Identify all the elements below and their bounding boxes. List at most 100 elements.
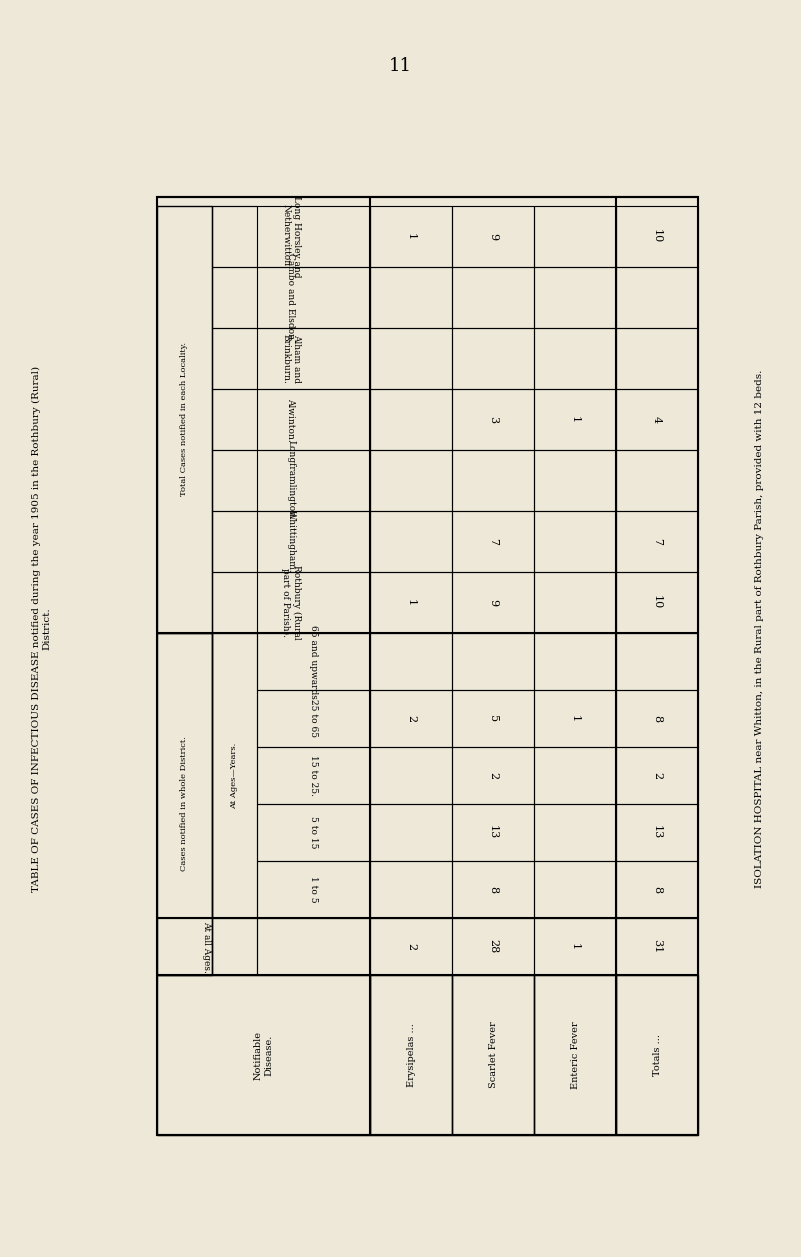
Bar <box>212 206 257 634</box>
Text: At all Ages.: At all Ages. <box>203 920 211 973</box>
Bar <box>534 572 616 634</box>
Bar <box>616 206 698 266</box>
Text: 2: 2 <box>406 715 416 722</box>
Bar <box>370 572 452 634</box>
Text: 1: 1 <box>570 943 580 950</box>
Text: 15 to 25.: 15 to 25. <box>309 755 318 796</box>
Text: Whittingham.: Whittingham. <box>287 510 296 573</box>
Text: 28: 28 <box>488 939 498 954</box>
Bar <box>370 388 452 450</box>
Bar <box>616 918 698 975</box>
Bar <box>157 918 257 975</box>
Text: 31: 31 <box>652 939 662 954</box>
Text: Scarlet Fever: Scarlet Fever <box>489 1022 497 1089</box>
Bar <box>452 450 534 512</box>
Bar <box>616 634 698 690</box>
Bar <box>616 328 698 388</box>
Bar <box>370 861 452 918</box>
Bar <box>452 328 534 388</box>
Bar <box>452 804 534 861</box>
Bar <box>370 512 452 572</box>
Text: 65 and upwards: 65 and upwards <box>309 625 318 699</box>
Bar <box>370 206 452 266</box>
Text: 2: 2 <box>652 772 662 779</box>
Text: 5: 5 <box>488 715 498 722</box>
Text: At Ages—Years.: At Ages—Years. <box>231 743 239 808</box>
Bar <box>616 450 698 512</box>
Text: 10: 10 <box>652 596 662 610</box>
Bar <box>534 804 616 861</box>
Text: Totals ...: Totals ... <box>653 1035 662 1076</box>
Text: 1: 1 <box>406 233 416 240</box>
Bar <box>534 450 616 512</box>
Text: Rothbury (Rural
part of Parish).: Rothbury (Rural part of Parish). <box>281 566 301 640</box>
Bar <box>534 328 616 388</box>
Bar <box>534 512 616 572</box>
Bar <box>616 747 698 804</box>
Text: 2: 2 <box>488 772 498 779</box>
Text: 1: 1 <box>570 416 580 424</box>
Text: 8: 8 <box>488 886 498 892</box>
Bar <box>616 266 698 328</box>
Text: 1 to 5: 1 to 5 <box>309 876 318 903</box>
Bar <box>534 690 616 747</box>
Bar <box>534 266 616 328</box>
Bar <box>452 918 534 975</box>
Bar <box>370 804 452 861</box>
Bar <box>257 804 370 861</box>
Text: Alwinton.: Alwinton. <box>287 397 296 441</box>
Text: 8: 8 <box>652 715 662 722</box>
Text: Cases notified in whole District.: Cases notified in whole District. <box>180 737 188 871</box>
Text: Longframlington.: Longframlington. <box>287 440 296 520</box>
Text: TABLE OF CASES OF INFECTIOUS DISEASE notified during the year 1905 in the Rothbu: TABLE OF CASES OF INFECTIOUS DISEASE not… <box>32 366 52 892</box>
Bar <box>212 450 370 512</box>
Bar <box>452 388 534 450</box>
Bar <box>257 690 370 747</box>
Bar <box>257 861 370 918</box>
Text: 5 to 15: 5 to 15 <box>309 816 318 848</box>
Bar <box>212 634 257 918</box>
Bar <box>370 747 452 804</box>
Text: Cambo and Elsdon.: Cambo and Elsdon. <box>287 253 296 342</box>
Bar <box>212 206 370 266</box>
Bar <box>370 328 452 388</box>
Bar <box>616 804 698 861</box>
Bar <box>452 206 534 266</box>
Bar <box>452 634 534 690</box>
Text: 7: 7 <box>652 538 662 546</box>
Bar <box>212 512 370 572</box>
Bar <box>212 388 370 450</box>
Bar <box>534 206 616 266</box>
Bar <box>616 690 698 747</box>
Bar <box>257 747 370 804</box>
Bar <box>157 634 212 975</box>
Bar <box>452 690 534 747</box>
Text: 3: 3 <box>488 416 498 424</box>
Bar <box>257 634 370 690</box>
Text: Long Horsley and
Netherwitton.: Long Horsley and Netherwitton. <box>281 196 300 278</box>
Bar <box>212 328 370 388</box>
Bar <box>157 197 698 1135</box>
Bar <box>212 266 370 328</box>
Text: 8: 8 <box>652 886 662 892</box>
Bar <box>370 975 452 1135</box>
Text: 25 to 65: 25 to 65 <box>309 699 318 738</box>
Bar <box>212 572 370 634</box>
Text: Enteric Fever: Enteric Fever <box>570 1021 579 1089</box>
Bar <box>452 512 534 572</box>
Bar <box>257 918 370 975</box>
Bar <box>370 634 452 690</box>
Bar <box>370 266 452 328</box>
Text: 11: 11 <box>388 57 412 75</box>
Bar <box>616 861 698 918</box>
Bar <box>534 634 616 690</box>
Bar <box>452 747 534 804</box>
Text: Total Cases notified in each Locality.: Total Cases notified in each Locality. <box>180 342 188 497</box>
Text: 1: 1 <box>406 598 416 606</box>
Bar <box>452 975 534 1135</box>
Text: 7: 7 <box>488 538 498 546</box>
Text: 9: 9 <box>488 598 498 606</box>
Bar <box>616 572 698 634</box>
Text: Notifiable
Disease.: Notifiable Disease. <box>254 1031 273 1080</box>
Bar <box>534 747 616 804</box>
